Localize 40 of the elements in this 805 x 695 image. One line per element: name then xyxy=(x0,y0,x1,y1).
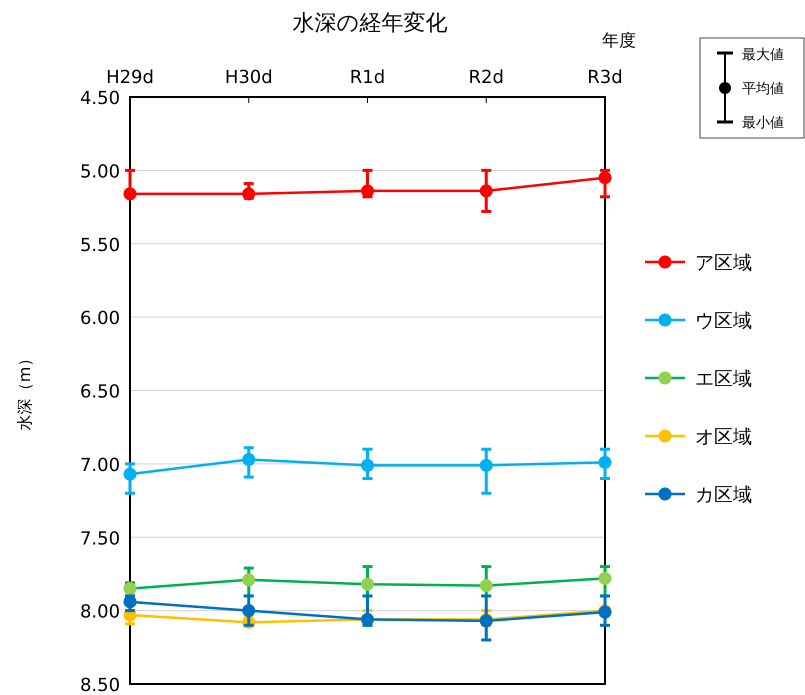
y-tick-label: 7.00 xyxy=(80,454,120,476)
y-tick-label: 7.50 xyxy=(80,528,120,550)
legend-label: ウ区域 xyxy=(695,310,752,332)
point xyxy=(598,171,612,184)
point xyxy=(361,458,374,472)
x-tick-label: R1d xyxy=(350,67,386,88)
y-tick-label: 4.50 xyxy=(80,88,120,109)
point xyxy=(242,452,256,466)
text: 平均値 xyxy=(742,81,784,97)
point xyxy=(124,468,136,481)
point xyxy=(242,604,256,618)
y-tick-label: 6.50 xyxy=(80,382,120,402)
legend-label: オ区域 xyxy=(695,426,752,448)
legend-label: カ区域 xyxy=(695,484,752,506)
legend-label: ア区域 xyxy=(695,252,752,274)
y-tick-label: 8.00 xyxy=(80,602,120,623)
x-tick-label: R2d xyxy=(468,67,504,88)
y-tick-label: 6.00 xyxy=(80,308,120,330)
y-axis-title: 水深（m） xyxy=(15,350,34,430)
point xyxy=(361,578,374,591)
point xyxy=(598,456,612,469)
y-tick-label: 5.00 xyxy=(80,161,120,182)
point xyxy=(480,579,493,592)
x-axis-title: 年度 xyxy=(602,31,636,51)
x-tick-label: H29d xyxy=(106,67,154,88)
point xyxy=(124,595,136,608)
point xyxy=(124,187,136,200)
point xyxy=(480,458,493,472)
y-tick-label: 5.50 xyxy=(80,234,120,256)
point xyxy=(598,572,612,585)
point xyxy=(480,184,493,198)
x-tick-label: H30d xyxy=(224,67,273,88)
point xyxy=(242,573,256,586)
text: 最小値 xyxy=(742,115,784,131)
x-tick-label: R3d xyxy=(587,67,623,88)
point xyxy=(242,187,256,200)
y-tick-label: 8.50 xyxy=(80,675,120,695)
text: 最大値 xyxy=(742,47,784,63)
chart-title: 水深の経年変化 xyxy=(292,11,448,36)
legend-label: エ区域 xyxy=(695,368,752,390)
